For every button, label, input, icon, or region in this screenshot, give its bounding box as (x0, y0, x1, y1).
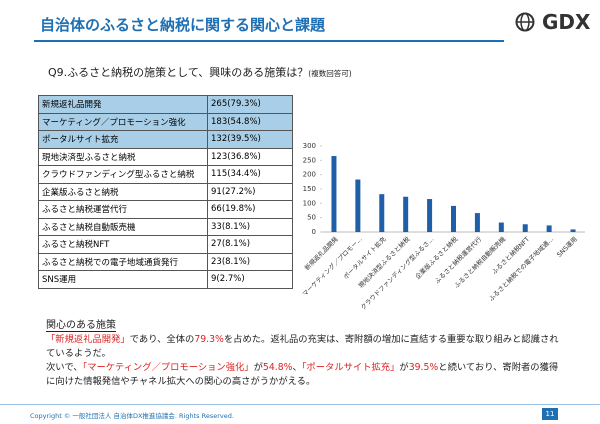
table-row: 企業版ふるさと納税 91(27.2%) (38, 182, 293, 201)
text: 、 (292, 362, 302, 373)
highlight: 「新規返礼品開発」 (46, 334, 130, 345)
highlight: 39.5% (408, 362, 439, 373)
bar (355, 179, 361, 232)
paragraph: 「新規返礼品開発」であり、全体の79.3%を占めた。返礼品の充実は、寄附額の増加… (46, 333, 566, 361)
title: 自治体のふるさと納税に関する関心と課題 (40, 16, 326, 34)
footer-rule (0, 404, 600, 405)
table-row: 新規返礼品開発 265(79.3%) (38, 95, 293, 114)
y-tick-label: 100 (303, 199, 316, 207)
bar (546, 225, 552, 232)
logo-globe (515, 12, 535, 32)
section-heading: 関心のある施策 (46, 316, 116, 332)
paragraph: 次いで、「マーケティング／プロモーション強化」が54.8%、「ポータルサイト拡充… (46, 361, 566, 389)
bar (522, 224, 528, 232)
bar (331, 156, 337, 232)
y-tick-label: 150 (303, 185, 316, 193)
bar (379, 194, 385, 232)
table-row: SNS運用 9(2.7%) (38, 270, 293, 289)
text: が (253, 362, 263, 373)
y-tick-label: 200 (303, 171, 316, 179)
table-row: ふるさと納税NFT 27(8.1%) (38, 235, 293, 254)
text: を占めた。返礼品の充実は、寄附額の増加に直結する重要な取り組みと認識されているよ… (46, 334, 559, 359)
results-table: 新規返礼品開発 265(79.3%) マーケティング／プロモーション強化 183(54… (38, 95, 293, 289)
bar (474, 213, 480, 232)
question: Q9.ふるさと納税の施策として、興味のある施策は？(複数回答可) (48, 64, 352, 80)
question-note: (複数回答可) (308, 69, 352, 78)
logo-text: GDX (541, 10, 591, 34)
text: であり、全体の (129, 334, 195, 345)
bar (570, 229, 576, 232)
highlight: 79.3% (194, 334, 224, 345)
logo: GDX (515, 10, 590, 34)
x-tick-label: SNS運用 (555, 234, 579, 258)
x-tick-label: ポータルサイト拡充 (341, 234, 388, 281)
y-tick-label: 50 (307, 214, 316, 222)
value-cell: 132(39.5%) (207, 130, 293, 149)
table-row: マーケティング／プロモーション強化 183(54.8%) (38, 112, 293, 131)
highlight: 「マーケティング／プロモーション強化」 (82, 362, 254, 373)
highlight: 「ポータルサイト拡充」 (301, 362, 400, 373)
bar (498, 222, 504, 232)
text: と続いており、寄附者の獲得に向けた情報発信やチャネル拡大への関心の高さがうかがえ… (46, 362, 559, 387)
text: が (399, 362, 409, 373)
bar (403, 196, 409, 232)
y-tick-label: 250 (303, 156, 316, 164)
y-tick-label: 300 (303, 142, 316, 150)
value-cell: 183(54.8%) (207, 112, 293, 131)
bar (427, 199, 433, 232)
copyright: Copyright © 一般社団法人 自治体DX推進協議会. Rights Re… (30, 412, 234, 420)
title-rule (34, 40, 504, 42)
page-number: 11 (542, 408, 558, 420)
value-cell: 9(2.7%) (207, 270, 293, 289)
label-cell: 新規返礼品開発 (38, 95, 208, 114)
y-tick-label: 0 (312, 228, 316, 236)
label-cell: ポータルサイト拡充 (38, 130, 208, 149)
x-tick-label: 企業版ふるさと納税 (413, 234, 460, 281)
table-row: ふるさと納税での電子地域通貨発行 23(8.1%) (38, 252, 293, 271)
highlight: 54.8% (262, 362, 293, 373)
summary: 「新規返礼品開発」であり、全体の79.3%を占めた。返礼品の充実は、寄附額の増加… (46, 333, 566, 389)
text: 次いで、 (46, 362, 83, 373)
bar (451, 205, 456, 232)
table-row: ポータルサイト拡充 132(39.5%) (38, 130, 293, 149)
question-text: Q9.ふるさと納税の施策として、興味のある施策は？ (48, 66, 309, 79)
